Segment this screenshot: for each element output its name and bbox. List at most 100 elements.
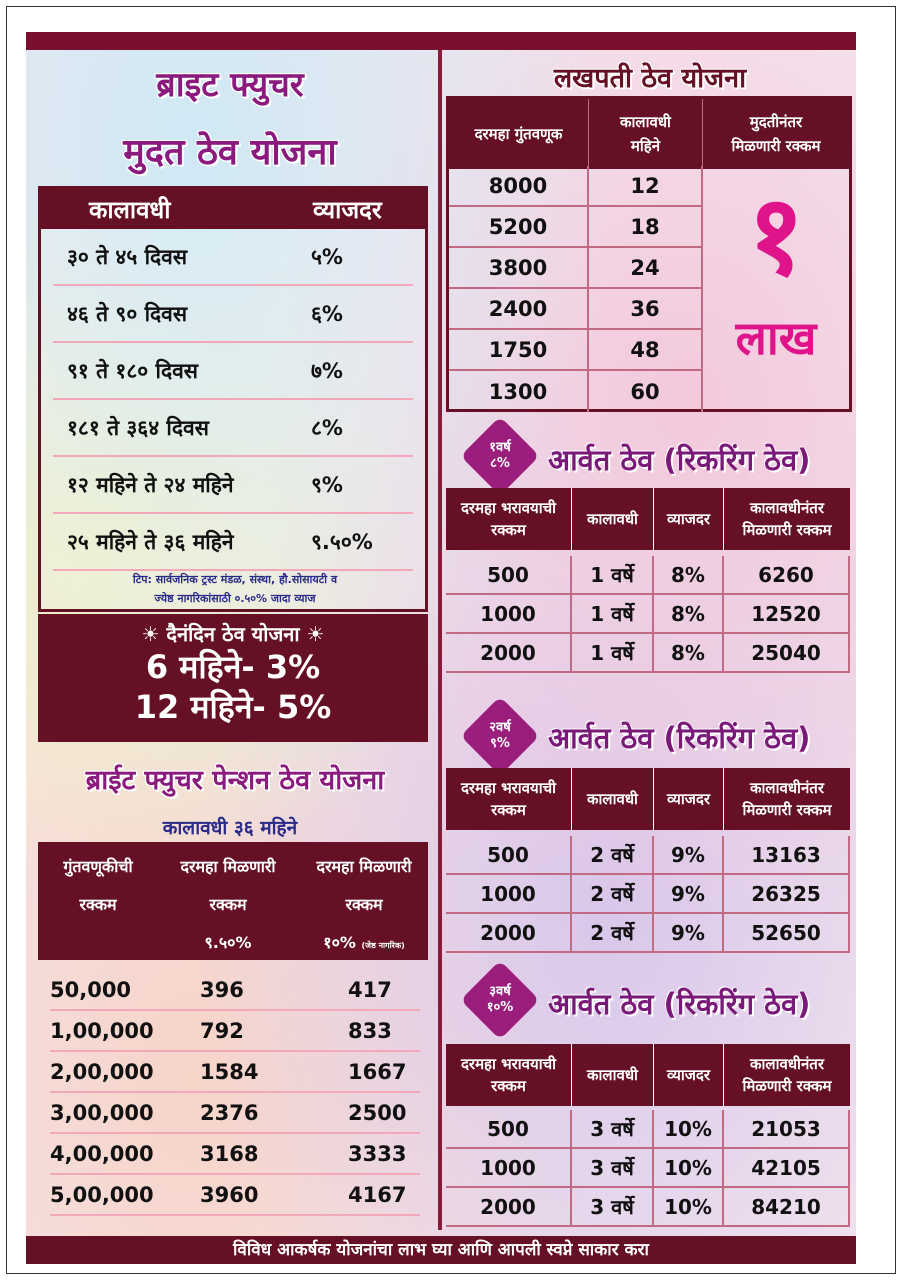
lakhpati-amt: 1300 (449, 371, 589, 412)
pension-h3c: १०% (323, 933, 356, 952)
rd-rate: 9% (654, 836, 724, 873)
lakhpati-row: 8000 12 (449, 166, 703, 207)
rd-h1: दरमहा भरावयाची रक्कम (446, 768, 572, 830)
rd-h3: व्याजदर (654, 768, 724, 830)
rd-h4a: कालावधीनंतर (750, 779, 824, 797)
rd-maturity: 42105 (724, 1149, 850, 1186)
fd-tip: टिप: सार्वजनिक ट्रस्ट मंडळ, संस्था, हौ.स… (60, 570, 410, 608)
rd1-title: आर्वत ठेव (रिकरिंग ठेव) (548, 443, 811, 477)
daily-title: ☀ दैनंदिन ठेव योजना ☀ (141, 622, 325, 646)
rd3-badge-text: ३वर्ष १०% (472, 984, 528, 1016)
rd-h1b: रक्कम (491, 1077, 526, 1095)
rd-amt: 1000 (446, 1149, 572, 1186)
fd-period: ९१ ते १८० दिवस (67, 358, 198, 383)
pension-col-monthly: दरमहा मिळणारी रक्कम ९.५०% (158, 848, 298, 962)
rd-h3: व्याजदर (654, 488, 724, 550)
rd2-title: आर्वत ठेव (रिकरिंग ठेव) (548, 721, 811, 755)
fd-title-line1: ब्राइट फ्युचर (156, 65, 304, 105)
column-divider (438, 50, 442, 1230)
lakhpati-h2a: कालावधी (620, 113, 671, 131)
rd-amt: 2000 (446, 634, 572, 671)
rd-amt: 1000 (446, 875, 572, 912)
rd-h4: कालावधीनंतर मिळणारी रक्कम (724, 768, 850, 830)
rd-maturity: 52650 (724, 914, 850, 951)
rd-period: 2 वर्षे (572, 875, 654, 912)
rd-period: 2 वर्षे (572, 836, 654, 873)
rd-period: 1 वर्षे (572, 634, 654, 671)
rd-rate: 8% (654, 595, 724, 632)
lakhpati-title: लखपती ठेव योजना (553, 63, 747, 94)
rd-h3: व्याजदर (654, 1044, 724, 1106)
pension-amt: 4,00,000 (50, 1141, 154, 1166)
lakhpati-months: 12 (589, 166, 703, 205)
rd-maturity: 6260 (724, 556, 850, 593)
lakhpati-big-unit: लाख (735, 311, 817, 365)
fd-rate: ७% (311, 358, 343, 383)
fd-row: ४६ ते ९० दिवस ६% (53, 286, 413, 343)
pension-amt: 3,00,000 (50, 1100, 154, 1125)
pension-h3b: रक्कम (345, 895, 383, 914)
rd1-row: 2000 1 वर्षे 8% 25040 (446, 634, 850, 673)
fd-col-period: कालावधी (89, 195, 171, 224)
lakhpati-months: 24 (589, 248, 703, 287)
fd-period: ४६ ते ९० दिवस (67, 301, 188, 326)
rd-amt: 1000 (446, 595, 572, 632)
lakhpati-amt: 5200 (449, 207, 589, 246)
fd-period: २५ महिने ते ३६ महिने (67, 529, 234, 554)
fd-title-line2: मुदत ठेव योजना (123, 132, 337, 173)
fd-row: ३० ते ४५ दिवस ५% (53, 229, 413, 286)
pension-h3d: (जेष्ठ नागरिक) (361, 941, 405, 950)
rd-h1b: रक्कम (491, 521, 526, 539)
page-frame (6, 6, 896, 1274)
rd-h4: कालावधीनंतर मिळणारी रक्कम (724, 1044, 850, 1106)
rd3-badge-line2: १०% (486, 1000, 514, 1015)
lakhpati-amt: 1750 (449, 330, 589, 369)
fd-table-header: कालावधी व्याजदर (41, 189, 425, 229)
pension-m1: 3960 (200, 1182, 259, 1207)
rd-h4b: मिळणारी रक्कम (742, 801, 832, 819)
footer-slogan: विविध आकर्षक योजनांचा लाभ घ्या आणि आपली … (26, 1236, 856, 1264)
rd-h1a: दरमहा भरावयाची (460, 779, 557, 797)
fd-rate: ६% (311, 301, 343, 326)
rd-period: 1 वर्षे (572, 556, 654, 593)
rd-rate: 9% (654, 914, 724, 951)
daily-line2: 12 महिने- 5% (134, 688, 332, 726)
fd-rate: ९% (311, 472, 343, 497)
rd-maturity: 84210 (724, 1188, 850, 1225)
pension-amt: 50,000 (50, 977, 132, 1002)
pension-row: 5,00,000 3960 4167 (50, 1175, 420, 1216)
pension-m1: 792 (200, 1018, 244, 1043)
rd-h1a: दरमहा भरावयाची (460, 1055, 557, 1073)
rd-h2: कालावधी (572, 768, 654, 830)
rd-rate: 9% (654, 875, 724, 912)
fd-period: १८१ ते ३६४ दिवस (67, 415, 209, 440)
lakhpati-header: दरमहा गुंतवणूक कालावधी महिने मुदतीनंतर मिळ… (449, 99, 849, 169)
pension-m2: 417 (348, 977, 392, 1002)
rd-amt: 500 (446, 556, 572, 593)
rd-rate: 8% (654, 556, 724, 593)
top-bar (26, 32, 856, 50)
fd-row: १८१ ते ३६४ दिवस ८% (53, 400, 413, 457)
rd-h1: दरमहा भरावयाची रक्कम (446, 1044, 572, 1106)
rd-period: 2 वर्षे (572, 914, 654, 951)
pension-m2: 833 (348, 1018, 392, 1043)
rd-h1a: दरमहा भरावयाची (460, 499, 557, 517)
pension-h1a: गुंतवणूकीची (63, 857, 133, 876)
fd-tip-line1: टिप: सार्वजनिक ट्रस्ट मंडळ, संस्था, हौ.स… (132, 573, 338, 586)
pension-table-header: गुंतवणूकीची रक्कम दरमहा मिळणारी रक्कम ९.… (38, 842, 428, 960)
rd-maturity: 13163 (724, 836, 850, 873)
pension-col-senior: दरमहा मिळणारी रक्कम १०% (जेष्ठ नागरिक) (300, 848, 428, 965)
rd1-row: 1000 1 वर्षे 8% 12520 (446, 595, 850, 634)
rd2-row: 2000 2 वर्षे 9% 52650 (446, 914, 850, 953)
pension-col-amount: गुंतवणूकीची रक्कम (38, 848, 158, 924)
rd-period: 3 वर्षे (572, 1188, 654, 1225)
rd-period: 3 वर्षे (572, 1149, 654, 1186)
rd-maturity: 26325 (724, 875, 850, 912)
lakhpati-amt: 3800 (449, 248, 589, 287)
pension-h2c: ९.५०% (204, 933, 252, 952)
lakhpati-row: 2400 36 (449, 289, 703, 330)
pension-row: 3,00,000 2376 2500 (50, 1093, 420, 1134)
pension-row: 4,00,000 3168 3333 (50, 1134, 420, 1175)
pension-title: ब्राईट फ्युचर पेन्शन ठेव योजना (85, 765, 385, 796)
rd2-badge-line1: २वर्ष (489, 720, 511, 735)
